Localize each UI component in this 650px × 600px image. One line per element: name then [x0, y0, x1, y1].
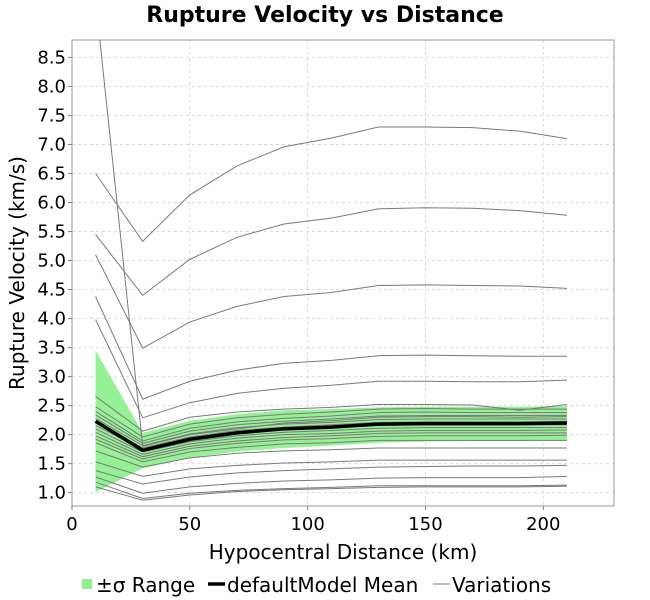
- legend: ±σ Range defaultModel Mean Variations: [82, 573, 551, 597]
- variation-line: [95, 417, 567, 447]
- variation-line: [95, 319, 567, 419]
- x-tick-label: 150: [408, 514, 442, 535]
- variation-line: [95, 434, 567, 460]
- variation-line: [95, 395, 567, 432]
- variation-line: [95, 475, 567, 494]
- y-tick-label: 2.0: [37, 425, 66, 446]
- y-tick-label: 1.0: [37, 483, 66, 504]
- variation-line: [95, 429, 567, 455]
- variation-line: [95, 427, 567, 453]
- y-tick-label: 4.0: [37, 309, 66, 330]
- legend-label-variations: Variations: [452, 573, 551, 597]
- mean-line: [94, 419, 567, 453]
- data-layer: [94, 40, 567, 501]
- variation-line: [95, 439, 567, 463]
- variation-line: [95, 414, 567, 444]
- variation-line: [95, 207, 567, 297]
- variation-line: [95, 459, 567, 477]
- legend-label-mean: defaultModel Mean: [227, 573, 418, 597]
- variation-line: [99, 40, 567, 447]
- variation-line: [95, 464, 567, 485]
- plot-border: [71, 39, 615, 507]
- y-tick-label: 8.5: [37, 47, 66, 68]
- y-tick-label: 2.5: [37, 396, 66, 417]
- variation-line: [95, 447, 567, 468]
- variation-line: [95, 481, 567, 499]
- plot-area: 0 50 100 150 200 1.0 1.5 2.0 2.5 3.0 3.5 4.0 4.5 5.0 5…: [37, 39, 615, 535]
- y-tick-label: 3.0: [37, 367, 66, 388]
- variation-line: [95, 254, 567, 349]
- x-axis-label: Hypocentral Distance (km): [209, 540, 478, 564]
- y-tick-label: 1.5: [37, 454, 66, 475]
- chart-title: Rupture Velocity vs Distance: [146, 3, 503, 28]
- legend-label-range: ±σ Range: [96, 573, 195, 597]
- y-tick-label: 5.0: [37, 251, 66, 272]
- variation-line: [95, 126, 567, 243]
- y-tick-label: 8.0: [37, 76, 66, 97]
- y-tick-label: 6.5: [37, 163, 66, 184]
- variation-line: [95, 432, 567, 458]
- x-tick-label: 0: [66, 514, 77, 535]
- variation-line: [95, 485, 567, 501]
- y-tick-label: 7.5: [37, 105, 66, 126]
- legend-swatch-range: [82, 579, 92, 589]
- variation-line: [95, 406, 567, 438]
- y-tick-label: 7.0: [37, 134, 66, 155]
- variation-line: [95, 296, 567, 400]
- sigma-range-band: [95, 350, 567, 493]
- x-tick-label: 50: [178, 514, 201, 535]
- y-tick-label: 3.5: [37, 338, 66, 359]
- y-axis-label: Rupture Velocity (km/s): [5, 156, 29, 390]
- y-tick-label: 5.5: [37, 222, 66, 243]
- y-tick-label: 6.0: [37, 192, 66, 213]
- y-tick-label: 4.5: [37, 280, 66, 301]
- variation-line: [95, 410, 567, 442]
- x-tick-label: 100: [290, 514, 324, 535]
- x-tick-label: 200: [526, 514, 560, 535]
